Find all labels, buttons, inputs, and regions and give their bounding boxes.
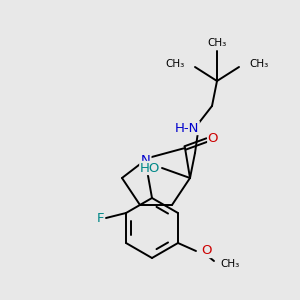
Text: CH₃: CH₃	[220, 259, 239, 269]
Text: O: O	[201, 244, 211, 257]
Text: H-N: H-N	[175, 122, 199, 134]
Text: O: O	[208, 133, 218, 146]
Text: CH₃: CH₃	[166, 59, 185, 69]
Text: CH₃: CH₃	[249, 59, 268, 69]
Text: HO: HO	[140, 161, 160, 175]
Text: CH₃: CH₃	[207, 38, 226, 48]
Text: N: N	[141, 154, 151, 166]
Text: F: F	[96, 212, 104, 224]
